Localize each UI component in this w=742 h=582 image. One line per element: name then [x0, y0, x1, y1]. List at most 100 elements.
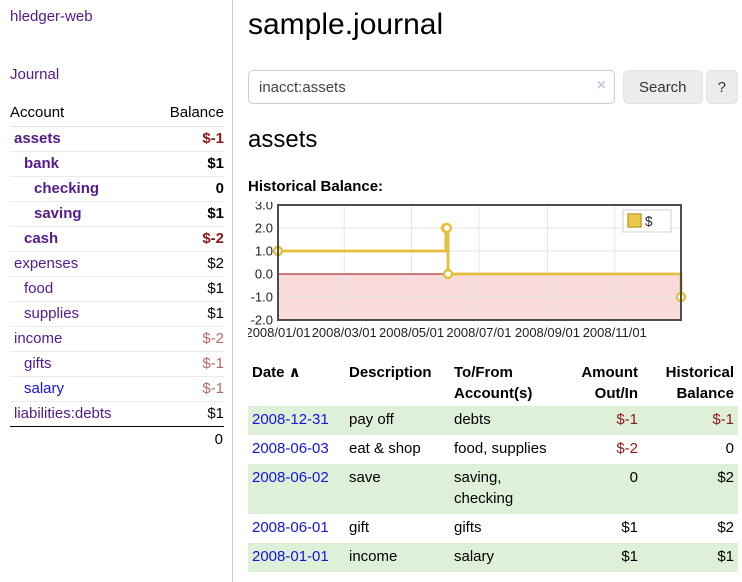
transaction-date-link[interactable]: 2008-01-01 — [252, 547, 329, 565]
transaction-date-link[interactable]: 2008-06-01 — [252, 519, 329, 536]
transactions-table-body: 2008-12-31 pay off debts $-1 $-1 2008-06-03 ea… — [248, 406, 738, 572]
transaction-row: 2008-06-01 gift gifts $1 $2 — [248, 514, 738, 543]
account-row: bank $1 — [10, 152, 224, 177]
sidebar-account-link-cash[interactable]: cash — [24, 230, 59, 247]
sidebar-account-link-assets[interactable]: assets — [14, 130, 61, 147]
column-header-tofrom: To/From Account(s) — [454, 364, 533, 402]
account-row: checking 0 — [10, 177, 224, 202]
transaction-accounts: gifts — [454, 519, 482, 536]
search-form: × Search ? — [248, 70, 738, 104]
sidebar-account-link-bank[interactable]: bank — [24, 155, 60, 172]
y-axis-tick-label: 1.0 — [255, 244, 273, 259]
transaction-amount: 0 — [629, 468, 638, 486]
account-row: liabilities:debts $1 — [10, 402, 224, 426]
y-axis-tick-label: 2.0 — [255, 221, 273, 236]
account-balance: $-1 — [202, 355, 224, 372]
transaction-amount: $-1 — [616, 411, 638, 428]
x-axis-tick-label: 2008/07/01 — [446, 325, 511, 340]
x-axis-tick-label: 2008/01/01 — [248, 325, 311, 340]
account-balance: $-1 — [202, 380, 224, 397]
sidebar-account-link-checking[interactable]: checking — [34, 180, 100, 197]
account-row: food $1 — [10, 277, 224, 302]
transaction-description: save — [349, 468, 381, 486]
account-balance: $1 — [207, 155, 224, 172]
accounts-list: assets $-1 bank $1 checking 0 saving $1 cash $-2 e… — [10, 127, 224, 426]
search-input[interactable] — [248, 70, 615, 104]
y-axis-tick-label: 3.0 — [255, 202, 273, 213]
transaction-balance: $2 — [717, 468, 734, 486]
transaction-accounts: food, supplies — [454, 439, 547, 457]
account-row: gifts $-1 — [10, 352, 224, 377]
accounts-header: Account Balance — [10, 100, 224, 127]
sidebar-account-link-expenses[interactable]: expenses — [14, 255, 79, 272]
transaction-date-link[interactable]: 2008-06-02 — [252, 468, 329, 486]
transaction-row: 2008-06-03 eat & shop food, supplies $-2 0 — [248, 435, 738, 464]
transactions-table-header: Date ∧ Description To/From Account(s) Amount… — [248, 360, 738, 406]
x-axis-tick-label: 2008/11/01 — [583, 325, 647, 340]
transaction-date-link[interactable]: 2008-12-31 — [252, 411, 329, 428]
account-row: income $-2 — [10, 327, 224, 352]
transaction-description: eat & shop — [349, 439, 421, 457]
y-axis-tick-label: 0.0 — [255, 267, 273, 282]
y-axis-tick-label: -1.0 — [251, 290, 273, 305]
sidebar-account-link-salary[interactable]: salary — [24, 380, 65, 397]
help-button[interactable]: ? — [705, 70, 738, 104]
clear-search-icon[interactable]: × — [596, 77, 606, 94]
transaction-amount: $1 — [621, 547, 638, 565]
account-balance: 0 — [215, 180, 224, 197]
account-heading: assets — [248, 126, 318, 153]
app-title-link[interactable]: hledger-web — [10, 8, 93, 25]
sidebar-account-link-liabilities-debts[interactable]: liabilities:debts — [14, 405, 112, 422]
account-balance: $1 — [207, 305, 224, 322]
main-content: sample.journal × Search ? assets Histori… — [245, 0, 738, 572]
transaction-accounts: debts — [454, 411, 491, 428]
account-row: salary $-1 — [10, 377, 224, 402]
transaction-date-link[interactable]: 2008-06-03 — [252, 439, 329, 457]
sidebar: hledger-web Journal Account Balance asse… — [0, 0, 233, 582]
legend-label: $ — [645, 214, 653, 229]
sidebar-account-link-food[interactable]: food — [24, 280, 54, 297]
sort-ascending-icon: ∧ — [284, 364, 301, 381]
accounts-header-balance: Balance — [169, 104, 224, 121]
transaction-row: 2008-01-01 income salary $1 $1 — [248, 542, 738, 572]
column-header-date[interactable]: Date ∧ — [252, 364, 301, 381]
historical-balance-chart: 3.0 2.0 1.0 0.0 -1.0 -2.0 2008/01/01 2008/03/01… — [245, 198, 738, 347]
transaction-description: pay off — [349, 411, 394, 428]
account-row: cash $-2 — [10, 227, 224, 252]
column-header-amount: Amount Out/In — [581, 364, 638, 402]
account-balance: $1 — [207, 405, 224, 422]
transaction-row: 2008-12-31 pay off debts $-1 $-1 — [248, 406, 738, 435]
transaction-accounts: salary — [454, 547, 495, 565]
sidebar-account-link-gifts[interactable]: gifts — [24, 355, 52, 372]
account-balance: $-1 — [202, 130, 224, 147]
account-row: expenses $2 — [10, 252, 224, 277]
x-axis-tick-label: 2008/09/01 — [515, 325, 580, 340]
sidebar-account-link-saving[interactable]: saving — [34, 205, 82, 222]
nav-journal-link[interactable]: Journal — [10, 66, 60, 83]
column-header-historical: Historical Balance — [665, 364, 734, 402]
page-title: sample.journal — [248, 8, 444, 41]
transaction-description: gift — [349, 519, 370, 536]
transaction-amount: $1 — [621, 519, 638, 536]
transaction-balance: 0 — [725, 439, 734, 457]
transaction-balance: $2 — [717, 519, 734, 536]
account-balance: $1 — [207, 205, 224, 222]
transaction-balance: $-1 — [712, 411, 734, 428]
account-balance: $2 — [207, 255, 224, 272]
sidebar-account-link-income[interactable]: income — [14, 330, 63, 347]
y-axis-tick-label: -2.0 — [251, 313, 273, 328]
column-header-description: Description — [349, 364, 432, 381]
account-balance: $-2 — [202, 230, 224, 247]
search-button[interactable]: Search — [623, 70, 703, 104]
sidebar-account-link-supplies[interactable]: supplies — [24, 305, 80, 322]
data-point-marker[interactable] — [441, 222, 453, 234]
accounts-total-row: 0 — [10, 426, 224, 448]
account-balance: $1 — [207, 280, 224, 297]
x-axis-tick-label: 2008/03/01 — [312, 325, 377, 340]
transaction-balance: $1 — [717, 547, 734, 565]
accounts-total-value: 0 — [214, 431, 223, 448]
account-row: supplies $1 — [10, 302, 224, 327]
accounts-header-account: Account — [10, 104, 65, 121]
data-point-marker[interactable] — [442, 268, 454, 280]
